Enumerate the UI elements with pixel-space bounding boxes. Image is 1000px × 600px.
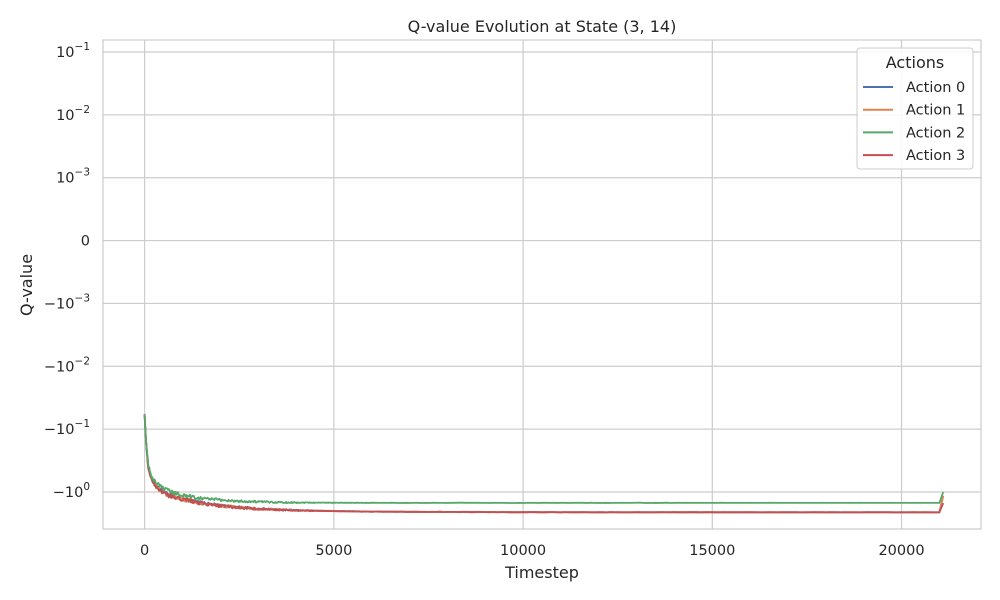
y-tick-label: −10−1: [44, 418, 90, 438]
x-tick-label: 15000: [689, 543, 735, 559]
legend-box: [856, 47, 974, 170]
y-tick-label: 10−2: [56, 104, 90, 124]
x-tick-label: 10000: [500, 543, 546, 559]
series-line-3: [143, 415, 945, 514]
legend-label: Action 0: [906, 80, 965, 96]
x-tick-labels: 0 5000 10000 15000 20000: [140, 543, 925, 559]
x-tick-label: 0: [140, 543, 149, 559]
grid: [103, 40, 981, 529]
x-tick-label: 5000: [315, 543, 352, 559]
legend-label: Action 1: [906, 103, 965, 119]
x-tick-label: 20000: [878, 543, 924, 559]
y-tick-label: −100: [53, 481, 90, 501]
y-tick-label: −10−3: [44, 292, 90, 312]
x-axis-label: Timestep: [504, 563, 579, 582]
y-tick-label: 0: [81, 234, 90, 250]
legend-label: Action 3: [906, 148, 965, 164]
y-tick-labels: 10−1 10−2 10−3 0 −10−3 −10−2 −10−1 −100: [44, 41, 90, 501]
chart-title: Q-value Evolution at State (3, 14): [408, 17, 677, 36]
y-tick-label: 10−3: [56, 167, 90, 187]
plot-frame: [102, 39, 982, 530]
series-line-2: [143, 414, 945, 504]
legend-title: Actions: [886, 53, 944, 72]
y-tick-label: 10−1: [56, 41, 90, 61]
y-tick-label: −10−2: [44, 355, 90, 375]
series-lines: [143, 414, 945, 514]
legend: Actions Action 0 Action 1 Action 2 Action 3: [856, 47, 974, 170]
legend-label: Action 2: [906, 125, 965, 141]
y-axis-label: Q-value: [17, 254, 36, 316]
legend-items: Action 0 Action 1 Action 2 Action 3: [863, 80, 965, 164]
